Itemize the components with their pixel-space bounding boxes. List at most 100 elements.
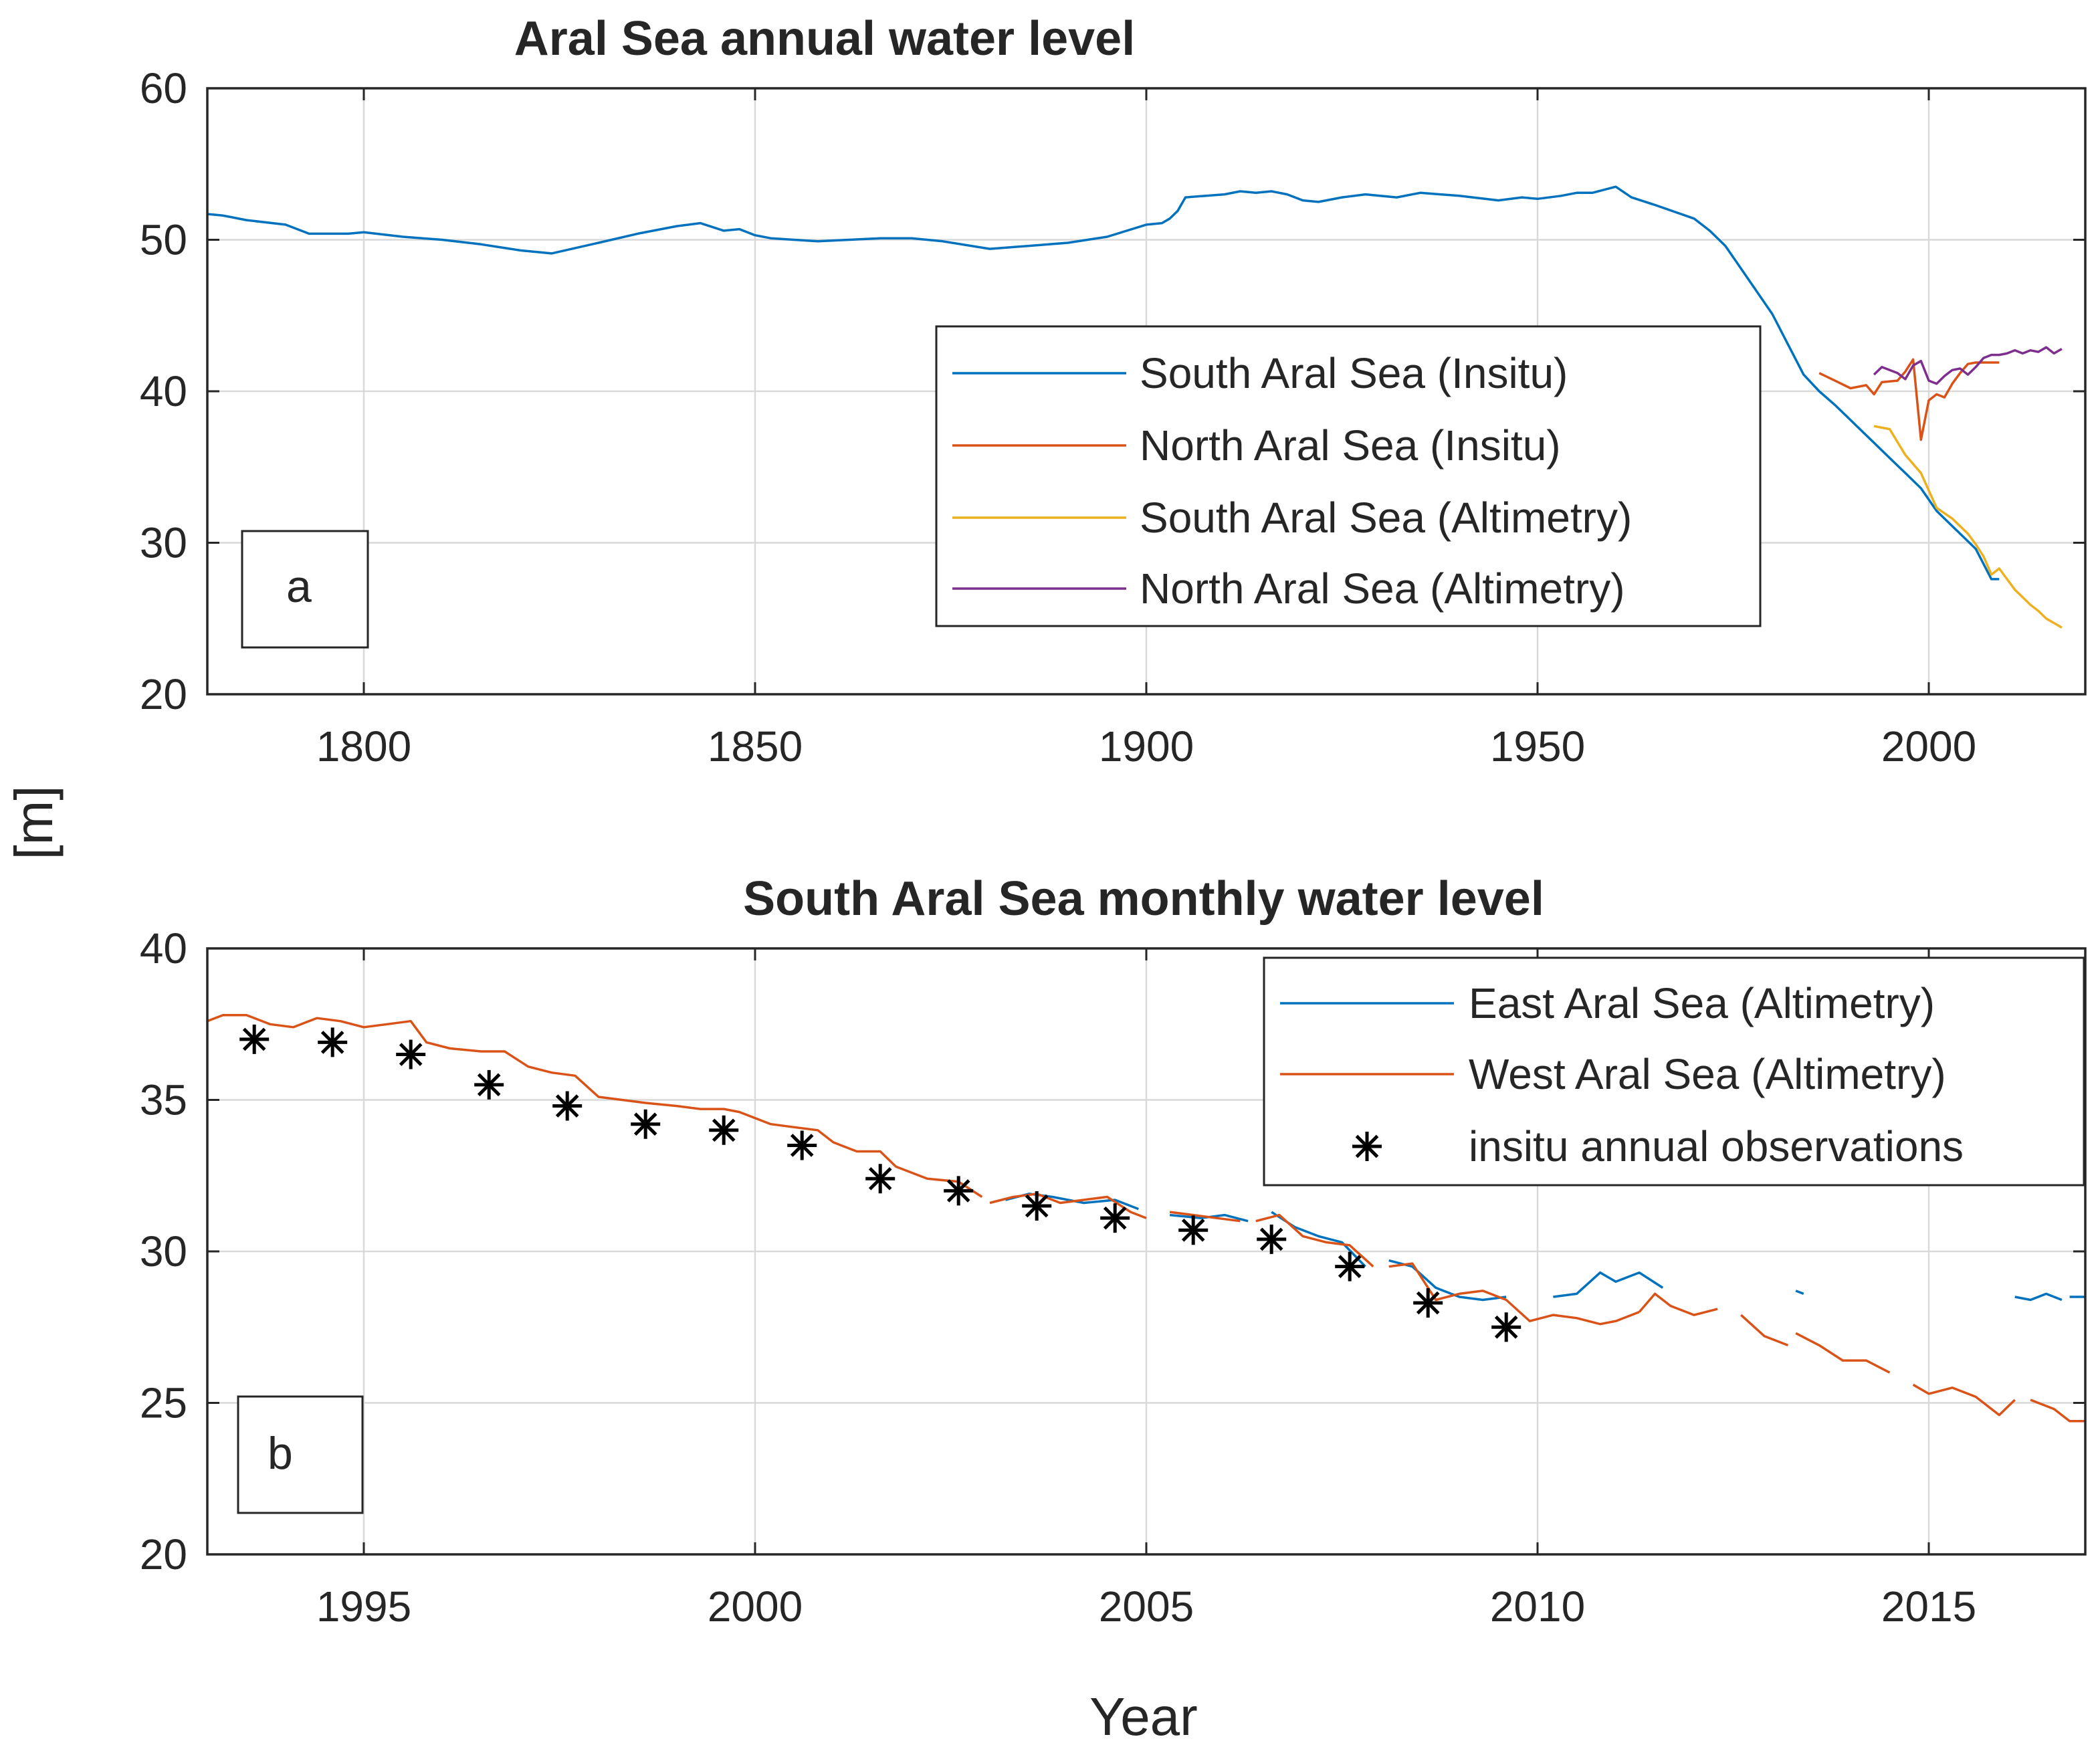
y-tick-label-40: 40: [140, 924, 187, 972]
legend-label-south-altimetry: South Aral Sea (Altimetry): [1140, 494, 1632, 542]
y-tick-label-30: 30: [140, 519, 187, 567]
chart-a-panel-label: a: [286, 561, 312, 612]
chart-b-series-2-point-12: [1178, 1215, 1209, 1245]
legend-label-insitu-observations: insitu annual observations: [1469, 1122, 1964, 1170]
chart-b-series-1-line-4: [1388, 1262, 1640, 1326]
chart-b-series-2-point-13: [1257, 1224, 1287, 1254]
chart-b-series-2-point-10-stroke-3: [1025, 1194, 1049, 1218]
panel-b-monthly-chart: South Aral Sea monthly water level 1995 2…: [140, 872, 2087, 1746]
chart-b-series-2-point-14-stroke-3: [1338, 1255, 1362, 1278]
chart-b-series-2-point-9-stroke-3: [946, 1179, 970, 1203]
chart-b-legend: East Aral Sea (Altimetry) West Aral Sea …: [1263, 956, 2085, 1187]
y-tick-label-50: 50: [140, 216, 187, 264]
chart-b-series-2-point-6-stroke-3: [712, 1118, 736, 1142]
chart-b-series-2-point-11-stroke-3: [1103, 1206, 1127, 1230]
legend-swatch-insitu-observations: [1352, 1132, 1382, 1161]
chart-a-series-2-line-0: [1873, 425, 2063, 629]
chart-a-series: [207, 185, 2063, 629]
chart-b-series-2-point-5-stroke-3: [633, 1112, 657, 1136]
chart-b-series-2-point-6: [709, 1115, 739, 1145]
x-tick-label-2000: 2000: [708, 1582, 803, 1631]
x-tick-label-2005: 2005: [1099, 1582, 1194, 1631]
chart-a-legend: South Aral Sea (Insitu) North Aral Sea (…: [935, 325, 1762, 627]
chart-b-series-2-point-0-stroke-3: [242, 1027, 266, 1051]
legend-label-north-altimetry: North Aral Sea (Altimetry): [1140, 564, 1625, 613]
chart-b-series-2-point-7-stroke-3: [790, 1134, 814, 1157]
chart-b-series-2-point-15-stroke-3: [1416, 1291, 1440, 1315]
x-tick-label-1900: 1900: [1099, 722, 1194, 770]
x-tick-label-2010: 2010: [1490, 1582, 1585, 1631]
chart-b-series-1-line-5: [1638, 1292, 1718, 1316]
legend-label-west-altimetry: West Aral Sea (Altimetry): [1469, 1050, 1946, 1098]
chart-b-series-1-line-8: [1912, 1383, 2016, 1417]
chart-b-series-2-point-14: [1335, 1251, 1365, 1281]
chart-b-legend-box: [1263, 956, 2085, 1187]
chart-a-series-1-line-0: [1818, 358, 2000, 441]
chart-b-series-1-line-3: [1255, 1213, 1374, 1267]
legend-label-east-altimetry: East Aral Sea (Altimetry): [1469, 979, 1935, 1027]
chart-b-series-2-point-0: [239, 1024, 270, 1054]
y-tick-label-20: 20: [140, 1530, 187, 1578]
chart-b-panel-label-box: [237, 1395, 364, 1514]
y-tick-label-30: 30: [140, 1227, 187, 1275]
chart-b-series: [207, 1013, 2085, 1423]
chart-b-series-0-line-4: [1553, 1271, 1664, 1298]
chart-b-series-1-line-7: [1795, 1332, 1891, 1374]
chart-b-series-2-point-2: [396, 1039, 426, 1069]
chart-b-series-2-point-7: [787, 1130, 817, 1160]
shared-y-axis-label: [m]: [4, 785, 64, 859]
y-tick-label-35: 35: [140, 1076, 187, 1124]
chart-b-series-1-line-2: [1169, 1211, 1241, 1223]
y-tick-label-25: 25: [140, 1379, 187, 1427]
chart-b-series-2-point-8: [865, 1164, 896, 1194]
chart-b-series-0-line-6: [2014, 1292, 2063, 1302]
legend-asterisk-marker: [1352, 1132, 1382, 1161]
y-tick-label-40: 40: [140, 367, 187, 415]
chart-b-title: South Aral Sea monthly water level: [743, 872, 1544, 926]
chart-b-series-2-point-4: [552, 1091, 583, 1121]
chart-b-series-1-line-0: [207, 1013, 983, 1198]
chart-b-series-2-point-8-stroke-3: [868, 1166, 892, 1191]
chart-a-series-0-line-0: [207, 185, 2000, 581]
chart-b-series-2-point-12-stroke-3: [1181, 1218, 1205, 1242]
chart-b-series-2-point-11: [1100, 1203, 1130, 1233]
chart-b-panel-label: b: [268, 1428, 293, 1479]
chart-a-series-3-line-0: [1873, 346, 2063, 385]
chart-b-series-2-point-4-stroke-3: [555, 1094, 579, 1118]
chart-b-series-0-line-3: [1388, 1259, 1507, 1302]
x-tick-label-1950: 1950: [1490, 722, 1585, 770]
chart-b-series-2-point-9: [944, 1176, 974, 1206]
x-tick-label-1850: 1850: [708, 722, 803, 770]
chart-a-ticks: 1800 1850 1900 1950 2000 20 30 40 50 60: [140, 64, 2085, 770]
chart-b-ticks: 1995 2000 2005 2010 2015 20 25 30 35 40: [140, 924, 2085, 1631]
legend-label-south-insitu: South Aral Sea (Insitu): [1140, 349, 1568, 397]
y-tick-label-20: 20: [140, 670, 187, 718]
chart-a-title: Aral Sea annual water level: [514, 12, 1135, 66]
chart-b-series-2-point-1-stroke-3: [320, 1031, 344, 1054]
chart-b-x-axis-label: Year: [1089, 1687, 1198, 1746]
chart-b-series-2-point-16-stroke-3: [1494, 1315, 1518, 1339]
chart-b-series-1-line-9: [2030, 1399, 2085, 1423]
chart-b-series-2-point-3: [474, 1069, 504, 1100]
chart-b-series-2-point-5: [631, 1109, 661, 1139]
legend-label-north-insitu: North Aral Sea (Insitu): [1140, 421, 1561, 470]
x-tick-label-2000: 2000: [1881, 722, 1976, 770]
chart-b-series-2-point-3-stroke-3: [477, 1073, 501, 1097]
chart-b-series-2-point-10: [1022, 1191, 1052, 1221]
legend-asterisk-marker-stroke-3: [1355, 1134, 1379, 1158]
chart-b-series-2-point-16: [1491, 1312, 1521, 1342]
chart-b-series-2-point-15: [1413, 1288, 1443, 1318]
y-tick-label-60: 60: [140, 64, 187, 112]
chart-b-series-2-point-1: [318, 1027, 348, 1057]
x-tick-label-1995: 1995: [316, 1582, 411, 1631]
chart-a-panel-label-box: [241, 530, 369, 649]
chart-b-series-2-point-2-stroke-3: [399, 1043, 423, 1066]
panel-a-annual-chart: Aral Sea annual water level 1800 1850 1900…: [140, 12, 2087, 770]
chart-b-series-2-point-13-stroke-3: [1259, 1227, 1283, 1251]
chart-b-series-1-line-1: [989, 1193, 1147, 1219]
chart-a-legend-box: [935, 325, 1762, 627]
chart-b-series-1-line-6: [1740, 1314, 1789, 1347]
chart-b-series-0-line-5: [1795, 1290, 1804, 1296]
x-tick-label-2015: 2015: [1881, 1582, 1976, 1631]
